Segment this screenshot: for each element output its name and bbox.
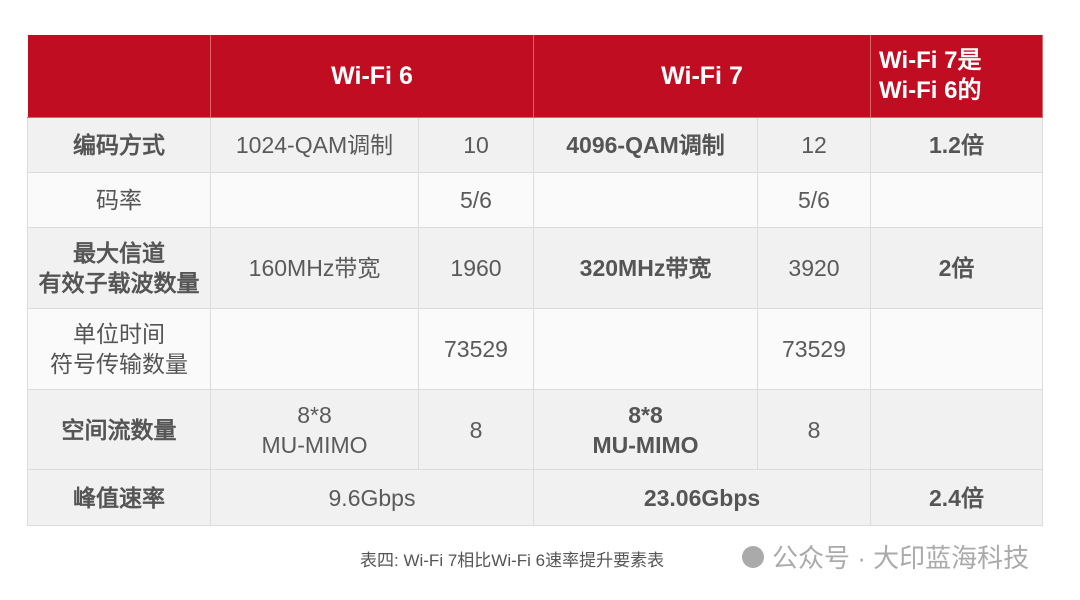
wifi7-desc <box>533 308 758 390</box>
wifi7-desc-line: MU-MIMO <box>592 431 699 458</box>
wifi7-desc-line: 8*8 <box>628 401 663 428</box>
wifi6-desc <box>210 308 419 390</box>
table-row: 空间流数量 8*8 MU-MIMO 8 8*8 MU-MIMO 8 <box>27 389 1043 470</box>
row-label-line: 编码方式 <box>73 132 165 158</box>
row-label: 码率 <box>27 172 211 228</box>
header-wifi6: Wi-Fi 6 <box>210 35 534 118</box>
wifi6-value: 73529 <box>418 308 534 390</box>
row-label-line: 符号传输数量 <box>50 351 188 377</box>
row-label-line: 空间流数量 <box>61 416 177 443</box>
wifi7-desc: 8*8 MU-MIMO <box>533 389 758 470</box>
header-wifi7: Wi-Fi 7 <box>533 35 871 118</box>
header-corner <box>27 35 211 118</box>
wifi6-desc: 160MHz带宽 <box>210 227 419 309</box>
wechat-icon <box>742 545 764 568</box>
row-label-line: 码率 <box>96 187 142 213</box>
header-row: Wi-Fi 6 Wi-Fi 7 Wi-Fi 7是 Wi-Fi 6的 <box>27 35 1043 118</box>
wifi6-desc <box>210 172 419 228</box>
wifi7-value: 3920 <box>757 227 871 309</box>
header-ratio: Wi-Fi 7是 Wi-Fi 6的 <box>870 35 1043 118</box>
row-label: 空间流数量 <box>27 389 211 470</box>
header-ratio-line2: Wi-Fi 6的 <box>879 77 982 104</box>
table-row: 码率 5/6 5/6 <box>27 172 1043 228</box>
wifi6-value: 1960 <box>418 227 534 309</box>
ratio-value: 2倍 <box>870 227 1043 309</box>
table-row: 单位时间符号传输数量 73529 73529 <box>27 308 1043 390</box>
ratio-value: 1.2倍 <box>870 117 1043 173</box>
ratio-value <box>870 172 1043 228</box>
watermark-text: 公众号 · 大印蓝海科技 <box>772 543 1030 573</box>
wifi6-value: 10 <box>418 117 534 173</box>
wifi7-value: 5/6 <box>757 172 871 228</box>
wifi7-desc-line: 320MHz带宽 <box>579 255 712 281</box>
peak-wifi7: 23.06Gbps <box>533 469 871 526</box>
wifi6-desc: 8*8 MU-MIMO <box>210 389 419 470</box>
watermark: 公众号 · 大印蓝海科技 <box>742 538 1029 575</box>
row-label-line: 有效子载波数量 <box>38 270 200 296</box>
wifi7-desc-line: 4096-QAM调制 <box>566 132 725 158</box>
ratio-value <box>870 308 1043 390</box>
wifi6-desc-line: 8*8 <box>297 401 332 428</box>
wifi7-desc <box>533 172 758 228</box>
header-ratio-line1: Wi-Fi 7是 <box>879 47 982 74</box>
peak-wifi6: 9.6Gbps <box>210 469 534 526</box>
wifi6-desc: 1024-QAM调制 <box>210 117 419 173</box>
peak-ratio: 2.4倍 <box>870 469 1043 526</box>
row-label-line: 单位时间 <box>73 321 165 347</box>
peak-row: 峰值速率 9.6Gbps 23.06Gbps 2.4倍 <box>27 469 1043 526</box>
wifi6-desc-line: MU-MIMO <box>261 431 368 458</box>
row-label: 编码方式 <box>27 117 211 173</box>
wifi7-desc: 4096-QAM调制 <box>533 117 758 173</box>
wifi6-desc-line: 1024-QAM调制 <box>235 132 394 158</box>
wifi7-value: 73529 <box>757 308 871 390</box>
peak-label: 峰值速率 <box>27 469 211 526</box>
row-label: 最大信道有效子载波数量 <box>27 227 211 309</box>
wifi7-value: 12 <box>757 117 871 173</box>
row-label-line: 最大信道 <box>73 240 165 266</box>
table-row: 最大信道有效子载波数量 160MHz带宽 1960 320MHz带宽 3920 2倍 <box>27 227 1043 309</box>
table-caption: 表四: Wi-Fi 7相比Wi-Fi 6速率提升要素表 <box>360 551 665 570</box>
comparison-table: Wi-Fi 6 Wi-Fi 7 Wi-Fi 7是 Wi-Fi 6的 编码方式 10… <box>27 35 1043 526</box>
ratio-value <box>870 389 1043 470</box>
wifi6-value: 8 <box>418 389 534 470</box>
table-row: 编码方式 1024-QAM调制 10 4096-QAM调制 12 1.2倍 <box>27 117 1043 173</box>
wifi6-value: 5/6 <box>418 172 534 228</box>
wifi6-desc-line: 160MHz带宽 <box>248 255 381 281</box>
row-label: 单位时间符号传输数量 <box>27 308 211 390</box>
wifi7-value: 8 <box>757 389 871 470</box>
wifi7-desc: 320MHz带宽 <box>533 227 758 309</box>
